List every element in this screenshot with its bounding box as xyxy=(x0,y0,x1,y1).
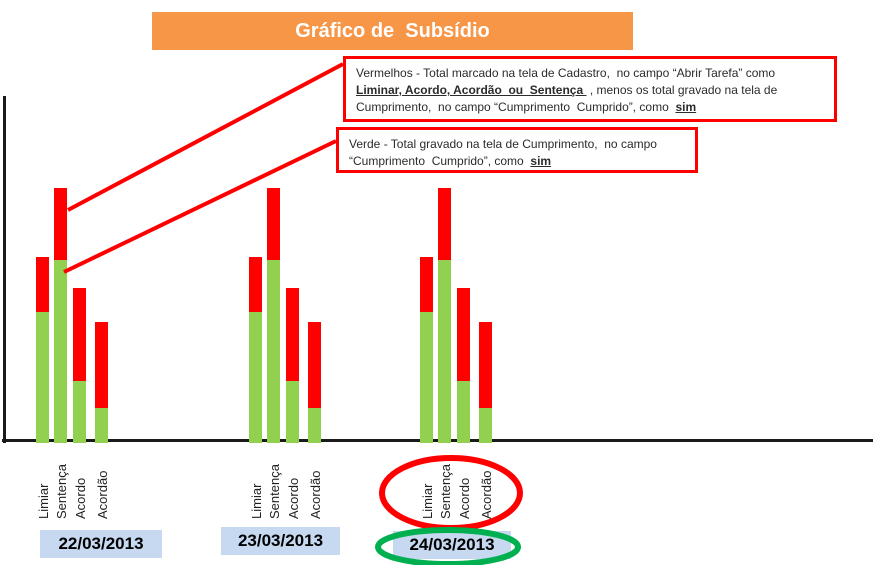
bar-segment-red-23/03/2013-Acordão xyxy=(308,322,321,408)
bar-segment-green-24/03/2013-Acordão xyxy=(479,408,492,443)
bar-segment-green-23/03/2013-Sentença xyxy=(267,260,280,443)
bar-segment-green-24/03/2013-Limiar xyxy=(420,312,433,443)
verde-note-bold: sim xyxy=(530,154,552,169)
bar-segment-green-22/03/2013-Acordão xyxy=(95,408,108,443)
page-title: Gráfico de Subsídio xyxy=(295,19,490,42)
bar-segment-red-22/03/2013-Acordo xyxy=(73,288,86,381)
vermelhos-leader-line xyxy=(67,62,344,212)
bar-segment-green-23/03/2013-Acordão xyxy=(308,408,321,443)
bar-segment-green-22/03/2013-Acordo xyxy=(73,381,86,443)
bar-segment-green-24/03/2013-Acordo xyxy=(457,381,470,443)
bar-segment-red-23/03/2013-Acordo xyxy=(286,288,299,381)
verde-note-text: Verde - Total gravado na tela de Cumprim… xyxy=(349,137,661,169)
date-label-24-03-2013: 24/03/2013 xyxy=(393,531,511,559)
bar-segment-green-23/03/2013-Limiar xyxy=(249,312,262,443)
x-axis xyxy=(2,439,873,442)
category-label-23/03/2013-Acordão: Acordão xyxy=(308,470,323,519)
date-label-22-03-2013: 22/03/2013 xyxy=(40,530,162,558)
bar-segment-red-23/03/2013-Limiar xyxy=(249,257,262,312)
bar-segment-red-24/03/2013-Acordão xyxy=(479,322,492,408)
category-label-22/03/2013-Limiar: Limiar xyxy=(36,483,51,519)
bar-segment-green-22/03/2013-Limiar xyxy=(36,312,49,443)
vermelhos-note-bold2: sim xyxy=(675,100,697,115)
category-label-23/03/2013-Sentença: Sentença xyxy=(267,464,282,519)
category-label-24/03/2013-Limiar: Limiar xyxy=(420,483,435,519)
vermelhos-note-text: Vermelhos - Total marcado na tela de Cad… xyxy=(356,66,779,80)
category-label-24/03/2013-Acordão: Acordão xyxy=(479,470,494,519)
vermelhos-note-box: Vermelhos - Total marcado na tela de Cad… xyxy=(343,56,837,122)
bar-segment-red-24/03/2013-Sentença xyxy=(438,188,451,260)
verde-leader-line xyxy=(63,139,337,274)
verde-note-box: Verde - Total gravado na tela de Cumprim… xyxy=(336,127,698,173)
bar-segment-green-23/03/2013-Acordo xyxy=(286,381,299,443)
bar-segment-red-24/03/2013-Limiar xyxy=(420,257,433,312)
vermelhos-note-bold: Liminar, Acordo, Acordão ou Sentença xyxy=(356,83,587,98)
bar-segment-red-22/03/2013-Acordão xyxy=(95,322,108,408)
vermelhos-note-text2: , menos os total gravado na tela de Cump… xyxy=(356,83,781,115)
category-label-22/03/2013-Sentença: Sentença xyxy=(54,464,69,519)
category-label-23/03/2013-Limiar: Limiar xyxy=(249,483,264,519)
bar-segment-red-22/03/2013-Limiar xyxy=(36,257,49,312)
bar-segment-red-22/03/2013-Sentença xyxy=(54,188,67,260)
category-label-23/03/2013-Acordo: Acordo xyxy=(286,477,301,519)
date-label-23-03-2013: 23/03/2013 xyxy=(221,527,340,555)
bar-segment-red-24/03/2013-Acordo xyxy=(457,288,470,381)
bar-segment-red-23/03/2013-Sentença xyxy=(267,188,280,260)
bar-segment-green-22/03/2013-Sentença xyxy=(54,260,67,443)
bar-segment-green-24/03/2013-Sentença xyxy=(438,260,451,443)
category-label-22/03/2013-Acordão: Acordão xyxy=(95,470,110,519)
category-label-24/03/2013-Sentença: Sentença xyxy=(438,464,453,519)
category-label-24/03/2013-Acordo: Acordo xyxy=(457,477,472,519)
y-axis xyxy=(3,96,6,443)
category-label-22/03/2013-Acordo: Acordo xyxy=(73,477,88,519)
title-banner: Gráfico de Subsídio xyxy=(152,12,633,50)
